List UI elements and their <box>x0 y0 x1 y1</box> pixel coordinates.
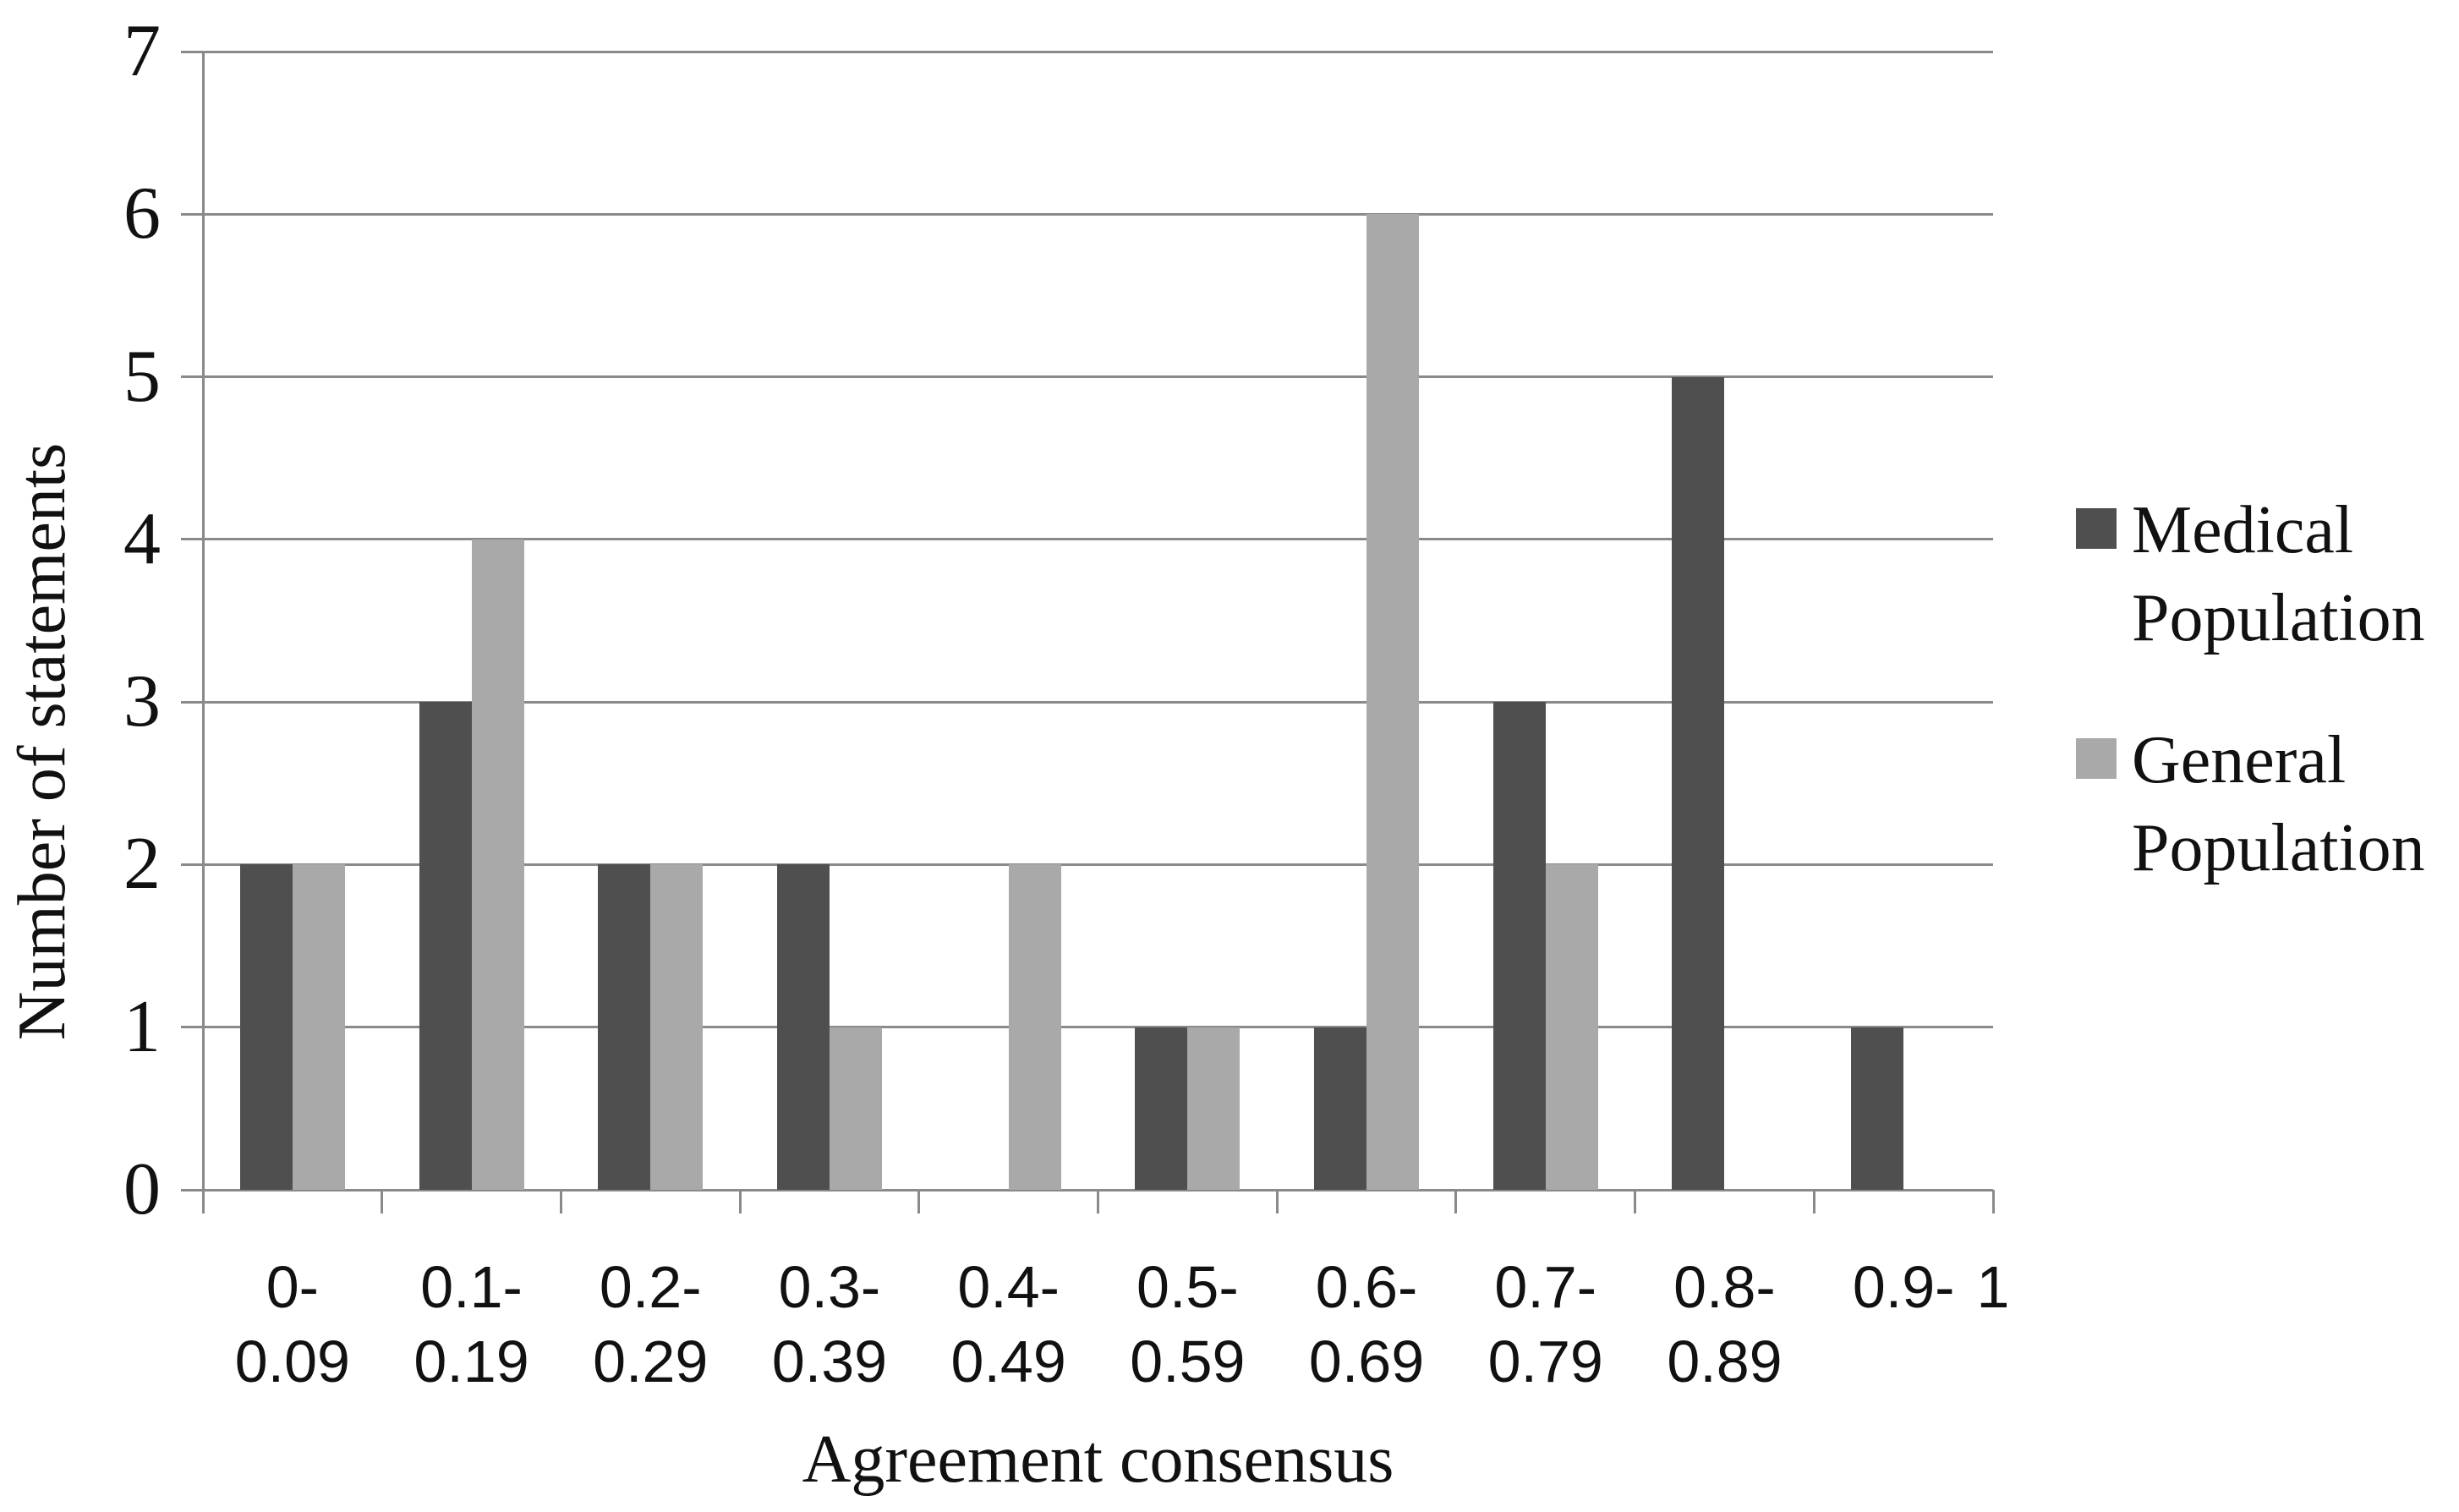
x-tick-label-0.7-0.79: 0.7- 0.79 <box>1487 1254 1603 1394</box>
bar-medical-population-0.2-0.29 <box>598 864 651 1190</box>
x-tick-label-0-0.09: 0- 0.09 <box>234 1254 350 1394</box>
gridline-5 <box>181 375 1993 379</box>
legend-item-medical-population: Medical Population <box>2076 486 2425 662</box>
gridline-7 <box>181 50 1993 53</box>
gridline-4 <box>181 538 1993 541</box>
bar-medical-population-0.1-0.19 <box>419 702 472 1190</box>
x-tick-label-0.4-0.49: 0.4- 0.49 <box>950 1254 1066 1394</box>
bar-general-population-0.6-0.69 <box>1366 214 1420 1190</box>
legend-swatch-general-population <box>2076 738 2117 779</box>
bar-general-population-0.1-0.19 <box>471 539 524 1190</box>
legend-swatch-medical-population <box>2076 508 2117 549</box>
x-axis-tick-6 <box>1275 1190 1279 1213</box>
gridline-2 <box>181 863 1993 866</box>
bar-medical-population-0.3-0.39 <box>776 864 830 1190</box>
y-tick-label-4: 4 <box>123 497 161 580</box>
x-axis-tick-0 <box>201 1190 205 1213</box>
x-tick-label-0.2-0.29: 0.2- 0.29 <box>593 1254 709 1394</box>
x-tick-label-0.8-0.89: 0.8- 0.89 <box>1667 1254 1783 1394</box>
bar-medical-population-0.9-1 <box>1851 1027 1904 1190</box>
gridline-3 <box>181 700 1993 704</box>
y-tick-label-3: 3 <box>123 660 161 743</box>
x-axis-tick-4 <box>917 1190 921 1213</box>
bar-general-population-0.7-0.79 <box>1545 864 1598 1190</box>
y-tick-label-0: 0 <box>123 1148 161 1230</box>
gridline-6 <box>181 212 1993 216</box>
x-axis-line <box>181 1188 1993 1192</box>
x-tick-label-0.6-0.69: 0.6- 0.69 <box>1308 1254 1425 1394</box>
legend-label-general-population: General Population <box>2132 723 2425 885</box>
y-tick-label-2: 2 <box>123 823 161 906</box>
x-axis-tick-7 <box>1454 1190 1458 1213</box>
legend-label-medical-population: Medical Population <box>2132 493 2425 655</box>
bar-medical-population-0.7-0.79 <box>1492 702 1546 1190</box>
x-tick-label-0.9-1: 0.9- <box>1852 1254 1955 1320</box>
y-tick-label-6: 6 <box>123 173 161 255</box>
x-axis-tick-10 <box>1991 1190 1995 1213</box>
bar-general-population-0-0.09 <box>292 864 345 1190</box>
y-tick-label-5: 5 <box>123 335 161 418</box>
plot-area <box>181 50 1995 1213</box>
bar-general-population-0.5-0.59 <box>1187 1027 1240 1190</box>
x-axis-tick-5 <box>1097 1190 1099 1213</box>
x-axis-tick-3 <box>738 1190 742 1213</box>
bar-general-population-0.4-0.49 <box>1008 864 1061 1190</box>
x-axis-tick-8 <box>1634 1190 1637 1213</box>
bar-medical-population-0.5-0.59 <box>1135 1027 1188 1190</box>
x-tick-label-0.1-0.19: 0.1- 0.19 <box>413 1254 529 1394</box>
x-axis-title: Agreement consensus <box>802 1422 1394 1497</box>
legend-item-general-population: General Population <box>2076 716 2425 892</box>
x-axis-tick-1 <box>381 1190 384 1213</box>
x-axis-end-label: 1 <box>1976 1254 2010 1320</box>
legend: Medical Population General Population <box>2076 486 2425 946</box>
x-tick-label-0.5-0.59: 0.5- 0.59 <box>1130 1254 1246 1394</box>
y-axis-line <box>201 52 205 1190</box>
bar-medical-population-0.6-0.69 <box>1314 1027 1367 1190</box>
x-tick-label-0.3-0.39: 0.3- 0.39 <box>771 1254 888 1394</box>
bar-general-population-0.2-0.29 <box>650 864 704 1190</box>
y-tick-label-1: 1 <box>123 985 161 1068</box>
x-axis-tick-2 <box>559 1190 562 1213</box>
y-tick-label-7: 7 <box>123 10 161 92</box>
bar-medical-population-0.8-0.89 <box>1672 376 1725 1190</box>
x-axis-tick-9 <box>1812 1190 1815 1213</box>
bar-general-population-0.3-0.39 <box>829 1027 882 1190</box>
bar-medical-population-0-0.09 <box>239 864 293 1190</box>
gridline-1 <box>181 1026 1993 1029</box>
